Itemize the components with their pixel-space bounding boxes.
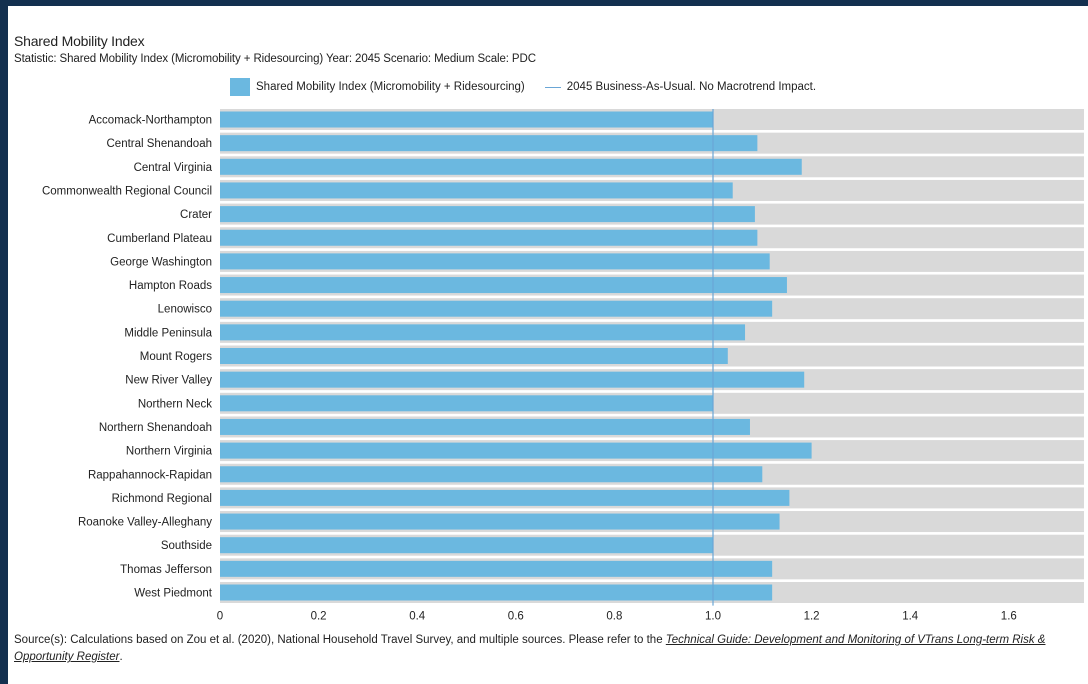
category-label: New River Valley — [125, 375, 212, 387]
bar[interactable] — [220, 158, 802, 175]
bar[interactable] — [220, 348, 728, 364]
bar[interactable] — [220, 182, 733, 199]
bar[interactable] — [220, 229, 758, 246]
bar[interactable] — [220, 371, 805, 388]
source-text: Source(s): Calculations based on Zou et … — [14, 634, 666, 646]
category-label: Southside — [161, 540, 212, 552]
category-label: Hampton Roads — [129, 280, 212, 292]
category-label: Northern Shenandoah — [99, 422, 212, 434]
chart-title: Shared Mobility Index — [14, 33, 145, 49]
category-label: Rappahannock-Rapidan — [88, 469, 212, 481]
x-tick-label: 1.6 — [1001, 611, 1017, 623]
x-tick-label: 0.8 — [606, 611, 622, 623]
x-tick-label: 1.4 — [902, 611, 919, 623]
source-note: Source(s): Calculations based on Zou et … — [14, 632, 1064, 666]
bar[interactable] — [220, 584, 773, 601]
x-tick-label: 1.0 — [705, 611, 721, 623]
x-tick-label: 0 — [217, 611, 223, 623]
legend-line-swatch — [544, 86, 561, 88]
bar[interactable] — [220, 418, 750, 435]
bar[interactable] — [220, 277, 787, 294]
category-label: Crater — [180, 209, 212, 221]
technical-guide-link[interactable]: Technical Guide: Development and Monitor… — [14, 634, 1046, 663]
category-label: Central Virginia — [134, 162, 213, 174]
x-tick-label: 1.2 — [804, 611, 820, 623]
source-suffix: . — [119, 651, 123, 663]
bar[interactable] — [220, 442, 812, 459]
legend: Shared Mobility Index (Micromobility + R… — [230, 76, 816, 98]
category-label: Central Shenandoah — [107, 138, 213, 150]
bar[interactable] — [220, 253, 770, 270]
bar[interactable] — [220, 395, 713, 412]
category-label: Richmond Regional — [112, 493, 212, 505]
bar[interactable] — [220, 324, 746, 341]
bar[interactable] — [220, 300, 773, 317]
legend-line-label[interactable]: 2045 Business-As-Usual. No Macrotrend Im… — [566, 81, 817, 93]
category-label: Thomas Jefferson — [120, 564, 212, 576]
bar[interactable] — [220, 466, 763, 483]
legend-bar-label[interactable]: Shared Mobility Index (Micromobility + R… — [256, 81, 525, 93]
x-tick-label: 0.2 — [311, 611, 327, 623]
x-tick-label: 0.4 — [409, 611, 426, 623]
legend-bar-swatch — [230, 78, 250, 96]
category-label: Accomack-Northampton — [89, 115, 212, 127]
category-label: Northern Virginia — [126, 446, 213, 458]
category-label: Commonwealth Regional Council — [42, 185, 212, 197]
bar[interactable] — [220, 513, 780, 530]
category-label: West Piedmont — [134, 588, 213, 600]
bar[interactable] — [220, 537, 713, 554]
bar[interactable] — [220, 111, 713, 128]
bar[interactable] — [220, 489, 790, 506]
bar[interactable] — [220, 135, 758, 152]
category-label: Cumberland Plateau — [107, 233, 212, 245]
chart-subtitle: Statistic: Shared Mobility Index (Microm… — [14, 53, 536, 65]
category-label: George Washington — [110, 256, 212, 268]
category-label: Mount Rogers — [140, 351, 212, 363]
bar[interactable] — [220, 206, 755, 223]
x-tick-label: 0.6 — [508, 611, 524, 623]
category-label: Northern Neck — [138, 398, 212, 410]
bar[interactable] — [220, 560, 773, 577]
category-label: Roanoke Valley-Alleghany — [78, 517, 212, 529]
category-label: Middle Peninsula — [124, 327, 212, 339]
category-label: Lenowisco — [158, 304, 212, 316]
